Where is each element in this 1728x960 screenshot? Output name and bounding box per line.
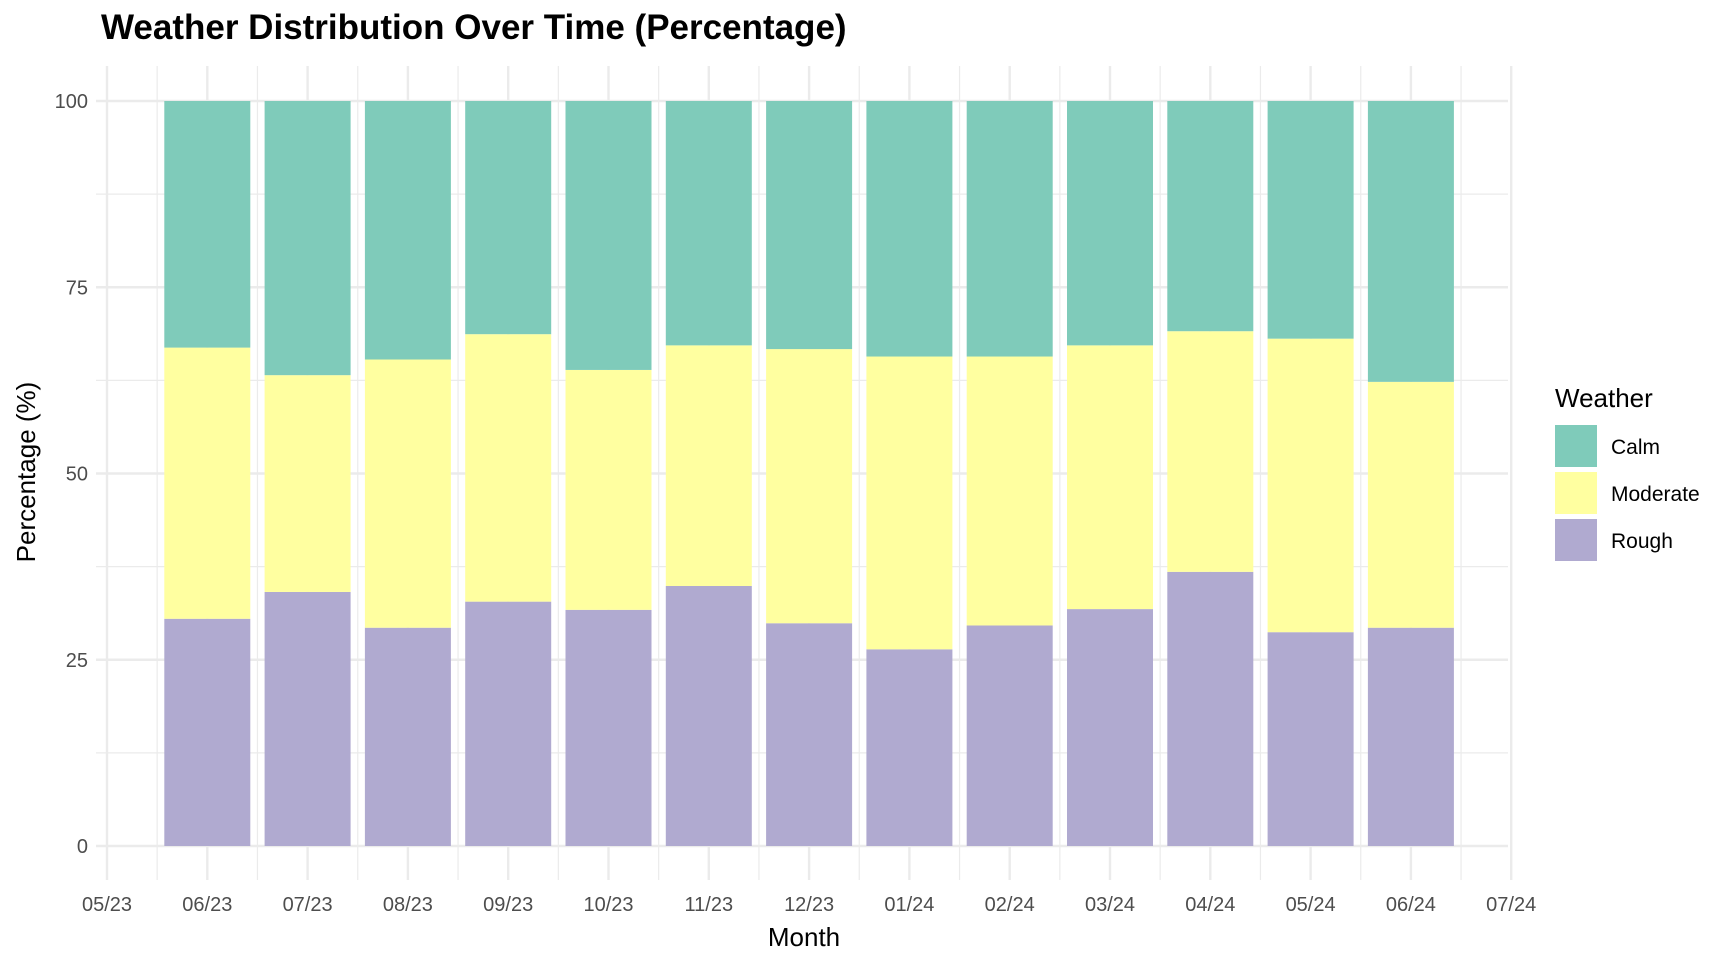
x-tick-label: 07/23: [283, 894, 333, 916]
y-tick-label: 100: [55, 91, 88, 113]
bar-segment-calm: [264, 101, 351, 376]
bar-segment-rough: [1267, 632, 1354, 846]
y-axis-title: Percentage (%): [11, 382, 41, 563]
bar-segment-moderate: [766, 349, 853, 624]
legend-key-rough: [1555, 519, 1597, 561]
bar-segment-moderate: [364, 359, 451, 628]
x-tick-label: 05/23: [82, 894, 132, 916]
bar-segment-moderate: [465, 334, 552, 602]
bar-segment-calm: [465, 101, 552, 335]
y-axis-ticks: 0 25 50 75 100: [55, 91, 88, 858]
x-tick-label: 06/24: [1386, 894, 1436, 916]
x-tick-label: 10/23: [583, 894, 633, 916]
legend-label-moderate: Moderate: [1611, 483, 1700, 506]
bar-segment-moderate: [1267, 338, 1354, 633]
bar-segment-calm: [1067, 101, 1153, 346]
bar-segment-moderate: [966, 356, 1053, 626]
x-tick-label: 08/23: [383, 894, 433, 916]
bar-segment-rough: [1067, 609, 1153, 846]
bar-segment-moderate: [1067, 345, 1153, 610]
bar-segment-moderate: [1167, 331, 1254, 572]
bar-segment-moderate: [866, 356, 953, 650]
x-tick-label: 06/23: [182, 894, 232, 916]
x-axis-ticks: 05/23 06/23 07/23 08/23 09/23 10/23 11/23 12/23…: [82, 894, 1536, 916]
bar-segment-rough: [465, 601, 552, 846]
y-tick-label: 75: [66, 277, 88, 299]
bar-segment-rough: [966, 625, 1053, 846]
x-tick-label: 07/24: [1486, 894, 1536, 916]
bar-segment-rough: [364, 627, 451, 846]
bar-segment-rough: [766, 623, 853, 846]
bar-segment-calm: [1367, 101, 1454, 382]
bar-segment-rough: [164, 618, 251, 846]
bar-segment-calm: [966, 101, 1053, 357]
x-tick-label: 12/23: [784, 894, 834, 916]
bar-segment-rough: [866, 649, 953, 846]
legend: Weather Calm Moderate Rough: [1555, 383, 1700, 561]
bar-segment-rough: [1367, 627, 1454, 846]
x-tick-label: 11/23: [685, 894, 734, 916]
x-tick-label: 01/24: [884, 894, 934, 916]
bar-segment-calm: [164, 101, 251, 348]
x-tick-label: 09/23: [483, 894, 533, 916]
x-axis-title: Month: [768, 922, 840, 952]
bar-segment-calm: [364, 101, 451, 360]
y-tick-label: 50: [66, 464, 88, 486]
y-tick-label: 25: [66, 650, 88, 672]
bar-segment-moderate: [665, 345, 752, 586]
legend-key-moderate: [1555, 472, 1597, 514]
bar-segment-calm: [665, 101, 752, 346]
bars: [164, 101, 1454, 846]
legend-title: Weather: [1555, 383, 1653, 413]
x-tick-label: 05/24: [1286, 894, 1336, 916]
chart-title: Weather Distribution Over Time (Percenta…: [101, 8, 847, 47]
bar-segment-calm: [1267, 101, 1354, 339]
bar-segment-calm: [766, 101, 853, 350]
bar-segment-calm: [866, 101, 953, 357]
x-tick-label: 02/24: [985, 894, 1035, 916]
bar-segment-calm: [565, 101, 652, 370]
bar-segment-rough: [565, 609, 652, 846]
bar-segment-moderate: [565, 369, 652, 610]
legend-label-rough: Rough: [1611, 530, 1673, 553]
bar-segment-moderate: [264, 375, 351, 592]
bar-segment-moderate: [1367, 381, 1454, 628]
x-tick-label: 04/24: [1185, 894, 1235, 916]
bar-segment-calm: [1167, 101, 1254, 332]
bar-segment-moderate: [164, 347, 251, 619]
y-tick-label: 0: [77, 836, 88, 858]
bar-segment-rough: [264, 591, 351, 846]
bar-segment-rough: [665, 585, 752, 846]
legend-label-calm: Calm: [1611, 436, 1660, 459]
bar-segment-rough: [1167, 571, 1254, 846]
x-tick-label: 03/24: [1085, 894, 1135, 916]
legend-key-calm: [1555, 425, 1597, 467]
